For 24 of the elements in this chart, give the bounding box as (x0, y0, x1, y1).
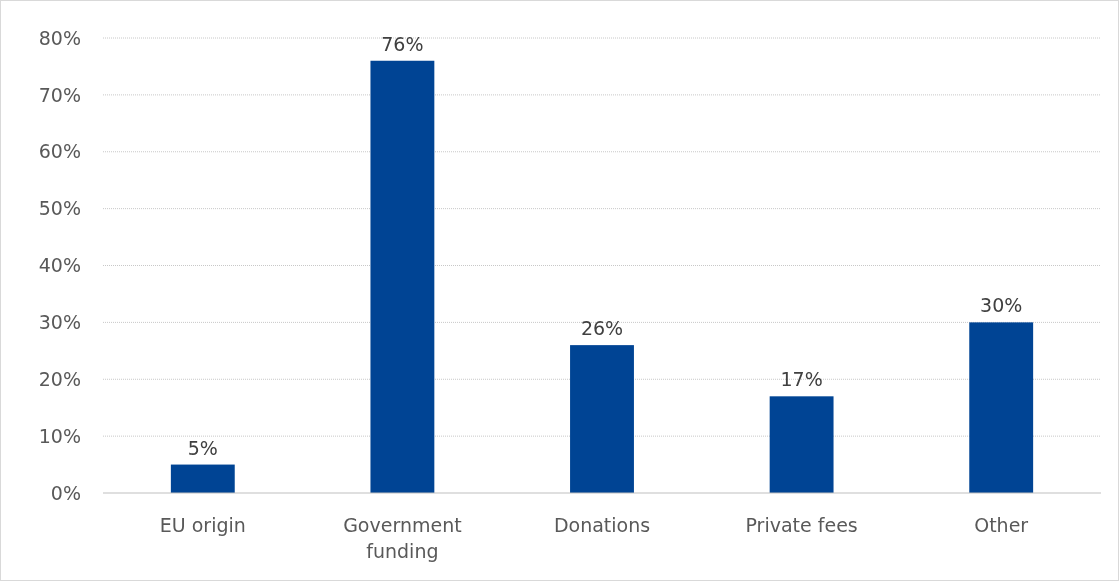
x-tick-label: EU origin (159, 514, 246, 536)
y-tick-label: 0% (50, 481, 81, 504)
bar (170, 464, 235, 493)
data-label: 26% (580, 317, 624, 340)
y-tick-label: 70% (38, 83, 81, 106)
bar (370, 60, 435, 493)
bar (969, 322, 1034, 493)
y-tick-label: 40% (38, 254, 81, 277)
y-tick-label: 50% (38, 197, 81, 220)
bar (570, 345, 634, 493)
data-label: 17% (780, 368, 823, 391)
bar (769, 396, 834, 493)
y-tick-label: 10% (38, 424, 81, 447)
y-tick-label: 30% (38, 311, 81, 334)
x-tick-label: Private fees (745, 514, 858, 536)
y-tick-label: 80% (38, 26, 81, 49)
x-tick-label: Donations (553, 514, 651, 536)
x-tick-label: Government funding (343, 514, 462, 562)
y-tick-label: 20% (38, 367, 81, 390)
x-tick-label: Other (974, 514, 1029, 536)
data-label: 76% (381, 32, 424, 55)
data-label: 30% (980, 294, 1023, 317)
data-label: 5% (187, 436, 218, 459)
y-tick-label: 60% (38, 140, 81, 163)
